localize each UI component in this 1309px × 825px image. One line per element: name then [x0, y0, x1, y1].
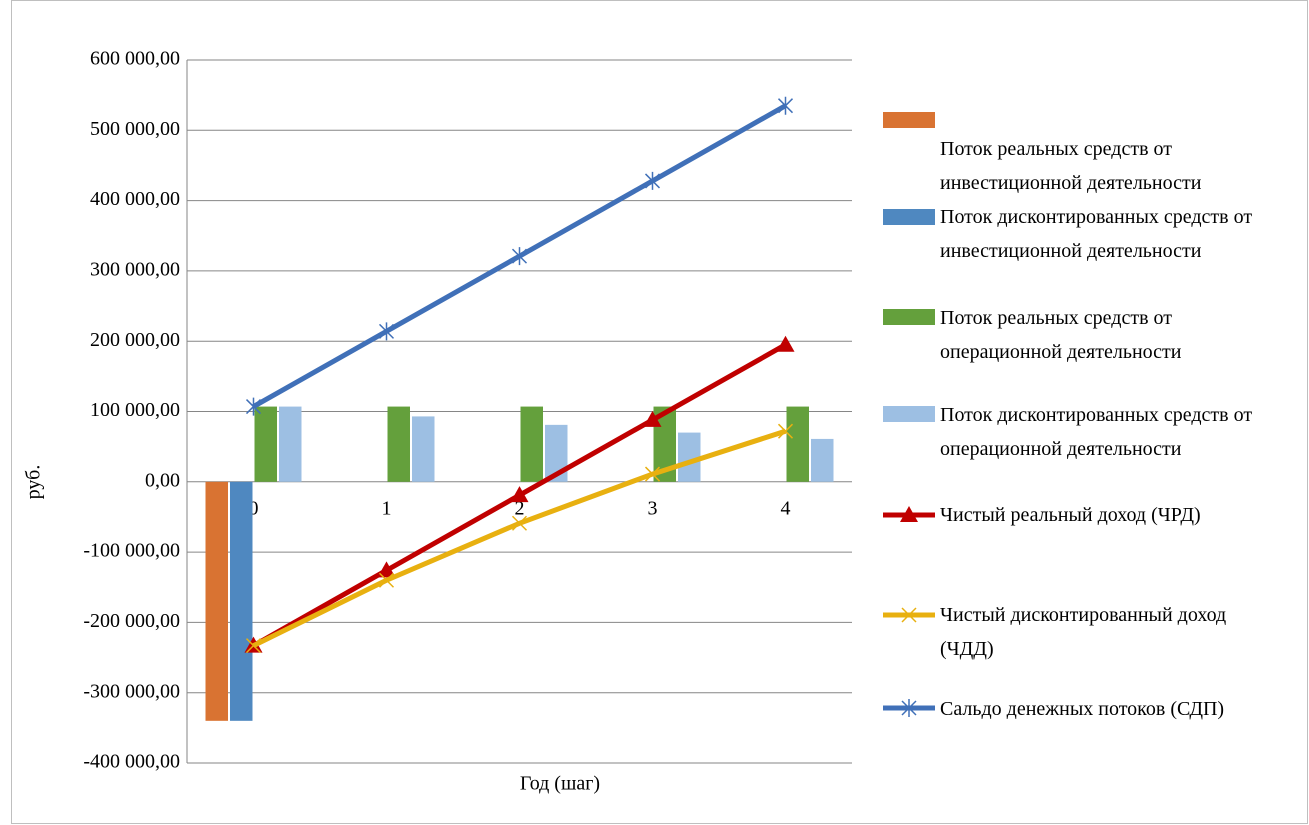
- marker: [900, 506, 918, 522]
- marker: [776, 335, 795, 352]
- marker: [643, 410, 662, 427]
- bar: [230, 481, 253, 721]
- marker: [245, 638, 262, 654]
- marker: [510, 486, 529, 503]
- marker: [378, 322, 395, 341]
- bar: [545, 424, 568, 482]
- y-tick-label: 200 000,00: [90, 329, 180, 351]
- marker: [777, 96, 794, 115]
- y-tick-label: -200 000,00: [83, 610, 180, 632]
- legend-label: Чистый дисконтированный доход (ЧДД): [940, 604, 1227, 660]
- y-tick-label: -300 000,00: [83, 680, 180, 702]
- x-axis-title: Год (шаг): [520, 773, 600, 795]
- bar: [786, 406, 809, 482]
- y-axis-title: руб.: [23, 465, 45, 500]
- legend-label: Поток дисконтированных средств от инвест…: [940, 206, 1253, 262]
- legend-swatch: [883, 406, 935, 422]
- marker: [378, 572, 395, 588]
- y-tick-label: 500 000,00: [90, 118, 180, 140]
- legend-label: Сальдо денежных потоков (СДП): [940, 698, 1225, 720]
- x-tick-label: 3: [648, 497, 658, 519]
- y-tick-label: 400 000,00: [90, 188, 180, 210]
- bar: [205, 481, 228, 721]
- legend-swatch: [883, 309, 935, 325]
- legend-label: Поток реальных средств от инвестиционной…: [940, 138, 1202, 194]
- legend-label: Поток дисконтированных средств от операц…: [940, 404, 1253, 460]
- marker: [901, 607, 917, 623]
- marker: [901, 699, 917, 717]
- y-tick-label: 600 000,00: [90, 48, 180, 70]
- bar: [279, 406, 302, 482]
- bar: [387, 406, 410, 482]
- legend-swatch: [883, 112, 935, 128]
- line: [252, 428, 787, 648]
- legend-label: Чистый реальный доход (ЧРД): [940, 504, 1201, 526]
- x-tick-label: 2: [515, 497, 525, 519]
- marker: [511, 515, 528, 531]
- bar: [412, 416, 435, 482]
- x-tick-label: 1: [382, 497, 392, 519]
- bar: [678, 432, 701, 482]
- y-tick-label: 100 000,00: [90, 399, 180, 421]
- y-tick-label: 300 000,00: [90, 258, 180, 280]
- marker: [377, 561, 396, 578]
- marker: [777, 423, 794, 439]
- y-tick-label: 0,00: [145, 469, 180, 491]
- legend-label: Поток реальных средств от операционной д…: [940, 307, 1182, 363]
- legend-swatch: [883, 209, 935, 225]
- x-tick-label: 0: [249, 497, 259, 519]
- marker: [644, 466, 661, 482]
- x-tick-label: 4: [781, 497, 791, 519]
- chart-border: [11, 0, 1308, 824]
- bar: [811, 438, 834, 482]
- marker: [245, 397, 262, 416]
- y-tick-label: -100 000,00: [83, 540, 180, 562]
- marker: [644, 171, 661, 190]
- bar: [254, 406, 277, 482]
- bar: [520, 406, 543, 482]
- marker: [511, 247, 528, 266]
- y-tick-label: -400 000,00: [83, 751, 180, 773]
